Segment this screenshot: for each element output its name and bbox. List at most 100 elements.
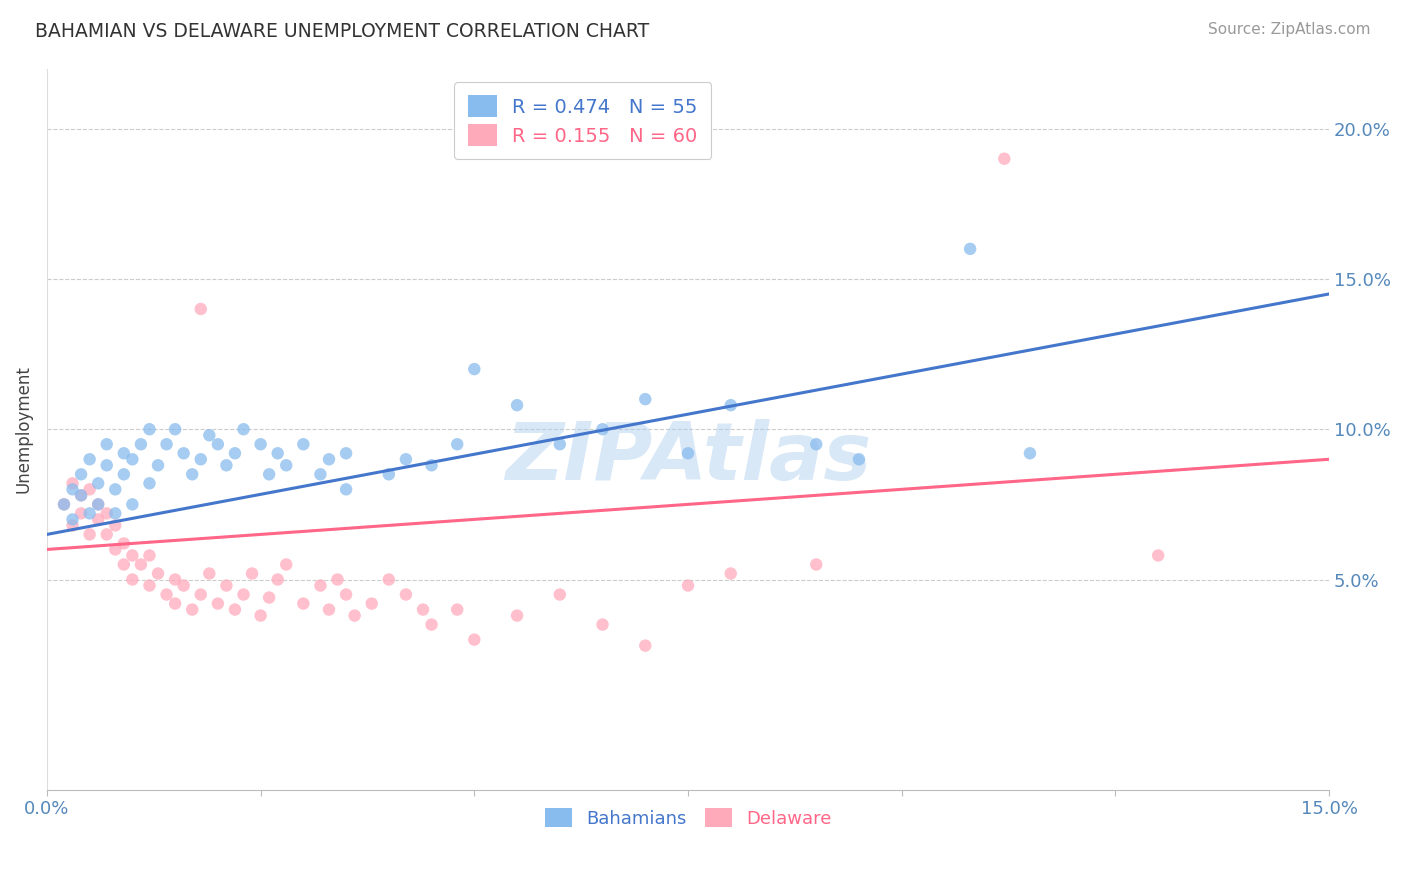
Point [276, 458, 298, 473]
Y-axis label: Unemployment: Unemployment [15, 366, 32, 493]
Point [190, 452, 212, 467]
Point [506, 608, 529, 623]
Point [463, 632, 485, 647]
Point [676, 578, 699, 592]
Point [343, 608, 366, 623]
Point [104, 483, 127, 497]
Point [181, 467, 204, 482]
Point [592, 617, 614, 632]
Point [720, 566, 742, 581]
Point [267, 446, 290, 460]
Point [335, 588, 357, 602]
Point [79, 452, 101, 467]
Point [70, 467, 93, 482]
Point [165, 422, 187, 436]
Text: BAHAMIAN VS DELAWARE UNEMPLOYMENT CORRELATION CHART: BAHAMIAN VS DELAWARE UNEMPLOYMENT CORREL… [35, 22, 650, 41]
Point [378, 467, 401, 482]
Point [112, 536, 135, 550]
Point [146, 458, 169, 473]
Point [104, 518, 127, 533]
Point [181, 602, 204, 616]
Point [634, 392, 657, 406]
Point [318, 452, 340, 467]
Point [634, 639, 657, 653]
Point [249, 437, 271, 451]
Point [112, 558, 135, 572]
Point [70, 488, 93, 502]
Point [138, 476, 160, 491]
Legend: Bahamians, Delaware: Bahamians, Delaware [537, 801, 838, 835]
Point [79, 527, 101, 541]
Point [79, 483, 101, 497]
Point [224, 446, 246, 460]
Point [112, 446, 135, 460]
Point [198, 566, 221, 581]
Point [318, 602, 340, 616]
Point [155, 437, 177, 451]
Point [165, 597, 187, 611]
Point [121, 549, 143, 563]
Point [62, 483, 84, 497]
Point [138, 578, 160, 592]
Point [224, 602, 246, 616]
Point [70, 507, 93, 521]
Point [112, 467, 135, 482]
Point [138, 422, 160, 436]
Point [165, 573, 187, 587]
Point [121, 452, 143, 467]
Point [70, 488, 93, 502]
Point [173, 446, 195, 460]
Point [267, 573, 290, 587]
Point [446, 602, 468, 616]
Point [79, 507, 101, 521]
Point [104, 542, 127, 557]
Point [96, 507, 118, 521]
Point [292, 437, 315, 451]
Point [232, 422, 254, 436]
Text: Source: ZipAtlas.com: Source: ZipAtlas.com [1208, 22, 1371, 37]
Point [548, 588, 571, 602]
Point [190, 588, 212, 602]
Point [146, 566, 169, 581]
Point [232, 588, 254, 602]
Point [378, 573, 401, 587]
Point [720, 398, 742, 412]
Point [395, 452, 418, 467]
Point [676, 446, 699, 460]
Point [62, 518, 84, 533]
Point [62, 512, 84, 526]
Point [806, 558, 828, 572]
Point [249, 608, 271, 623]
Point [104, 507, 127, 521]
Point [190, 301, 212, 316]
Point [326, 573, 349, 587]
Point [215, 458, 238, 473]
Point [420, 617, 443, 632]
Point [87, 512, 110, 526]
Point [395, 588, 418, 602]
Point [309, 578, 332, 592]
Point [240, 566, 263, 581]
Point [215, 578, 238, 592]
Point [198, 428, 221, 442]
Point [53, 497, 76, 511]
Point [155, 588, 177, 602]
Point [292, 597, 315, 611]
Point [138, 549, 160, 563]
Point [1147, 549, 1170, 563]
Point [548, 437, 571, 451]
Point [173, 578, 195, 592]
Text: ZIPAtlas: ZIPAtlas [505, 419, 872, 497]
Point [420, 458, 443, 473]
Point [87, 497, 110, 511]
Point [806, 437, 828, 451]
Point [96, 527, 118, 541]
Point [96, 437, 118, 451]
Point [463, 362, 485, 376]
Point [446, 437, 468, 451]
Point [257, 467, 280, 482]
Point [121, 497, 143, 511]
Point [959, 242, 981, 256]
Point [335, 483, 357, 497]
Point [309, 467, 332, 482]
